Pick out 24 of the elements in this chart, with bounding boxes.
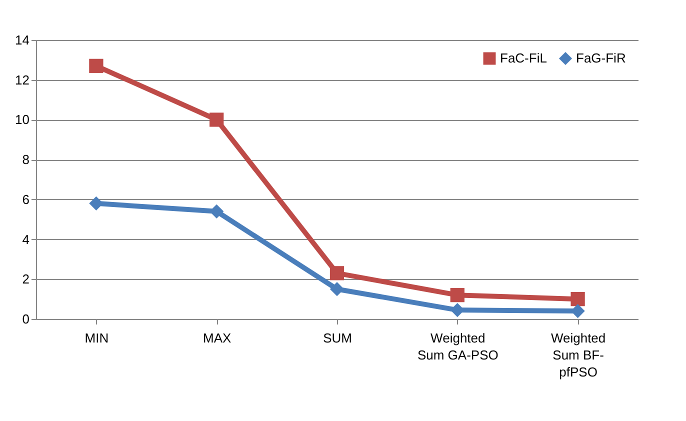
y-tick-label: 12 — [15, 72, 30, 88]
point — [450, 302, 464, 318]
point — [210, 204, 224, 218]
legend-label: FaG-FiR — [576, 50, 626, 66]
x-tick-label: SUM — [323, 330, 352, 346]
x-tick-label: MAX — [203, 330, 232, 346]
x-tick-label: Weighted Sum BF-pfPSO — [550, 330, 606, 380]
point — [450, 288, 464, 302]
point — [89, 196, 104, 210]
y-tick-label: 0 — [22, 312, 30, 326]
y-tick-label: 4 — [22, 232, 30, 247]
point — [210, 112, 224, 127]
point — [570, 292, 585, 306]
point — [89, 58, 104, 73]
x-tick-label: Weighted Sum GA-PSO — [417, 330, 498, 362]
y-tick-label: 10 — [15, 112, 30, 128]
legend-label: FaC-FiL — [500, 50, 547, 66]
y-tick-label: 2 — [22, 272, 30, 287]
y-tick-label: 8 — [22, 152, 30, 168]
point — [330, 282, 344, 296]
y-tick-label: 14 — [15, 32, 30, 48]
x-tick-label: MIN — [84, 330, 109, 346]
point — [330, 266, 344, 280]
y-tick-label: 6 — [22, 192, 30, 207]
